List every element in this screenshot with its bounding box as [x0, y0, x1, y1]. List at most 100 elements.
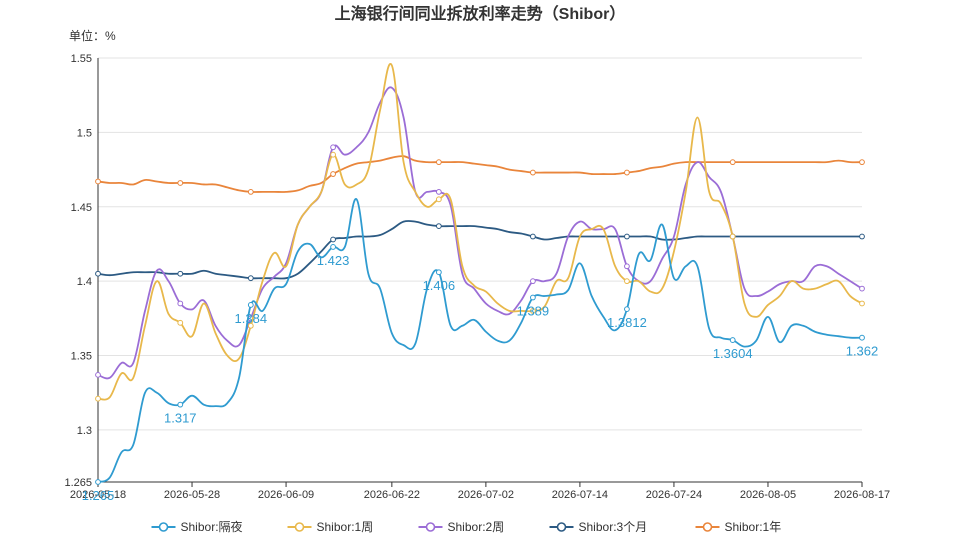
data-point [529, 278, 536, 285]
data-label: 1.384 [235, 311, 268, 326]
data-point [859, 233, 865, 240]
data-label: 1.265 [82, 488, 115, 503]
x-tick-label: 2026-07-14 [552, 489, 608, 501]
data-point [435, 196, 442, 203]
data-point [247, 275, 254, 282]
legend-item[interactable]: Shibor:隔夜 [151, 519, 243, 534]
data-point [177, 300, 184, 307]
legend-item[interactable]: Shibor:1年 [695, 520, 782, 534]
data-point [435, 188, 442, 195]
series-line [97, 220, 862, 280]
y-tick-label: 1.4 [77, 276, 92, 288]
data-point [95, 178, 101, 185]
x-tick-label: 2026-07-24 [646, 489, 702, 501]
series-lines [95, 62, 865, 485]
data-point [95, 479, 101, 485]
data-point [529, 169, 536, 176]
data-point [247, 188, 254, 195]
legend-item[interactable]: Shibor:1周 [287, 520, 374, 534]
data-labels: 1.265 1.317 1.384 1.423 1.406 1.389 1.3812 1.36… [82, 253, 879, 503]
data-point [624, 233, 630, 240]
data-point [529, 233, 536, 240]
unit-label: 单位：% [69, 28, 116, 43]
grid [98, 57, 862, 483]
data-point [177, 401, 184, 408]
data-point [529, 308, 536, 314]
legend-label: Shibor:2周 [448, 520, 505, 534]
data-label: 1.3812 [607, 315, 647, 330]
data-point [435, 159, 442, 166]
series-4 [95, 155, 865, 195]
data-label: 1.362 [846, 344, 879, 359]
series-0 [95, 198, 865, 485]
data-label: 1.317 [164, 411, 197, 426]
data-point [247, 322, 254, 329]
data-point [247, 302, 254, 308]
legend-marker [158, 522, 169, 532]
data-point [95, 270, 101, 277]
series-line [97, 62, 863, 401]
y-tick-label: 1.3 [77, 425, 92, 437]
x-tick-label: 2026-07-02 [458, 489, 514, 501]
legend-item[interactable]: Shibor:3个月 [549, 520, 648, 534]
data-point [330, 171, 336, 177]
legend-label: Shibor:3个月 [579, 520, 648, 534]
data-point [859, 159, 865, 166]
data-point [330, 151, 336, 158]
x-tick-label: 2026-06-22 [364, 489, 420, 501]
data-point [435, 269, 442, 276]
series-line [97, 155, 863, 193]
legend-marker [425, 522, 436, 532]
data-label: 1.389 [517, 304, 550, 319]
y-tick-label: 1.35 [71, 351, 92, 363]
data-label: 1.406 [423, 278, 456, 293]
series-2 [95, 86, 865, 380]
series-line [97, 86, 863, 380]
data-point [330, 244, 336, 250]
data-point [729, 337, 736, 343]
data-point [624, 263, 630, 270]
x-tick-label: 2026-05-18 [70, 489, 126, 501]
legend-marker [294, 522, 305, 532]
legend-label: Shibor:1周 [317, 520, 374, 534]
data-point [177, 180, 184, 186]
legend-marker [702, 522, 713, 532]
series-3 [95, 220, 865, 282]
legend-marker [556, 522, 567, 532]
data-point [859, 334, 865, 341]
data-point [529, 294, 536, 301]
legend[interactable]: Shibor:隔夜 Shibor:1周 Shibor:2周 Shibor:3个月 Shi… [151, 519, 782, 534]
data-point [95, 371, 101, 378]
y-tick-label: 1.5 [77, 127, 92, 139]
x-tick-label: 2026-05-28 [164, 489, 220, 501]
x-tick-label: 2026-08-17 [834, 489, 890, 501]
chart-title: 上海银行间同业拆放利率走势（Shibor） [335, 4, 626, 23]
data-label: 1.423 [317, 253, 350, 268]
data-point [330, 236, 336, 243]
data-point [330, 144, 336, 151]
series-1 [95, 62, 865, 402]
legend-label: Shibor:隔夜 [181, 519, 243, 534]
axes: 1.265 1.3 1.35 1.4 1.45 1.5 1.55 2026-05-18 2026… [64, 53, 890, 501]
data-point [95, 395, 101, 402]
data-point [859, 285, 865, 292]
data-point [177, 270, 184, 277]
x-tick-label: 2026-06-09 [258, 489, 314, 501]
data-point [624, 169, 630, 176]
data-point [729, 159, 736, 166]
legend-item[interactable]: Shibor:2周 [418, 520, 505, 534]
x-tick-label: 2026-08-05 [740, 489, 796, 501]
y-tick-label: 1.45 [71, 202, 92, 214]
data-point [177, 319, 184, 326]
series-line [97, 198, 863, 483]
y-tick-label: 1.55 [71, 53, 92, 65]
legend-label: Shibor:1年 [725, 520, 782, 534]
data-point [624, 306, 630, 313]
y-tick-label: 1.265 [64, 477, 92, 489]
data-point [859, 300, 865, 307]
data-label: 1.3604 [713, 346, 753, 361]
data-point [435, 223, 442, 230]
data-point [729, 233, 736, 240]
